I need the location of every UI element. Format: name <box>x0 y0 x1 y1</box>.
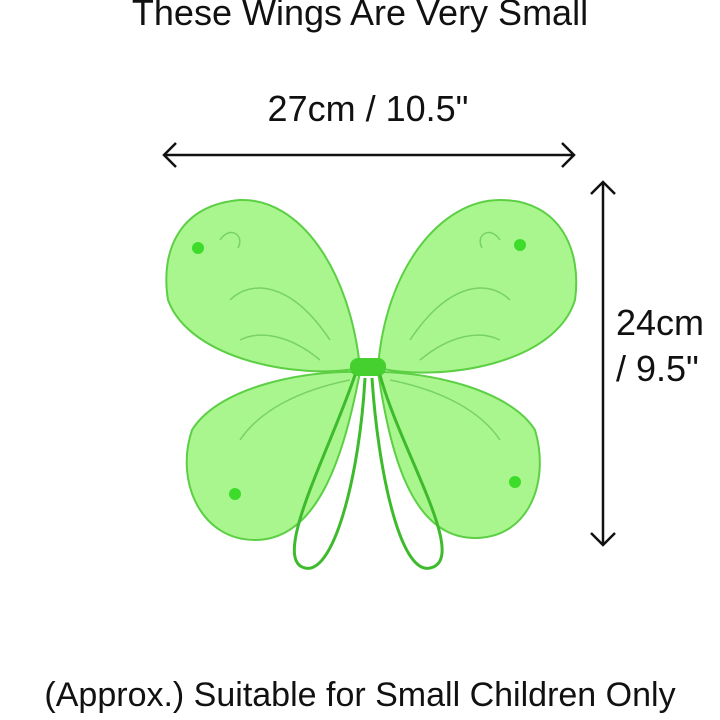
wing-center <box>350 358 386 376</box>
wing-upper-left <box>165 198 362 373</box>
footer-note: (Approx.) Suitable for Small Children On… <box>44 676 676 714</box>
height-label-inches: / 9.5" <box>616 348 699 389</box>
height-arrow-icon <box>590 180 616 547</box>
wing-upper-right <box>376 198 578 374</box>
fairy-wings <box>165 198 578 542</box>
width-label: 27cm / 10.5" <box>267 88 469 129</box>
height-label: 24cm <box>616 302 705 343</box>
wing-lower-left <box>185 370 362 542</box>
wing-lower-right <box>376 370 541 540</box>
page-title: These Wings Are Very Small <box>131 0 589 33</box>
elastic-straps <box>292 374 444 570</box>
width-arrow-icon <box>162 142 576 168</box>
